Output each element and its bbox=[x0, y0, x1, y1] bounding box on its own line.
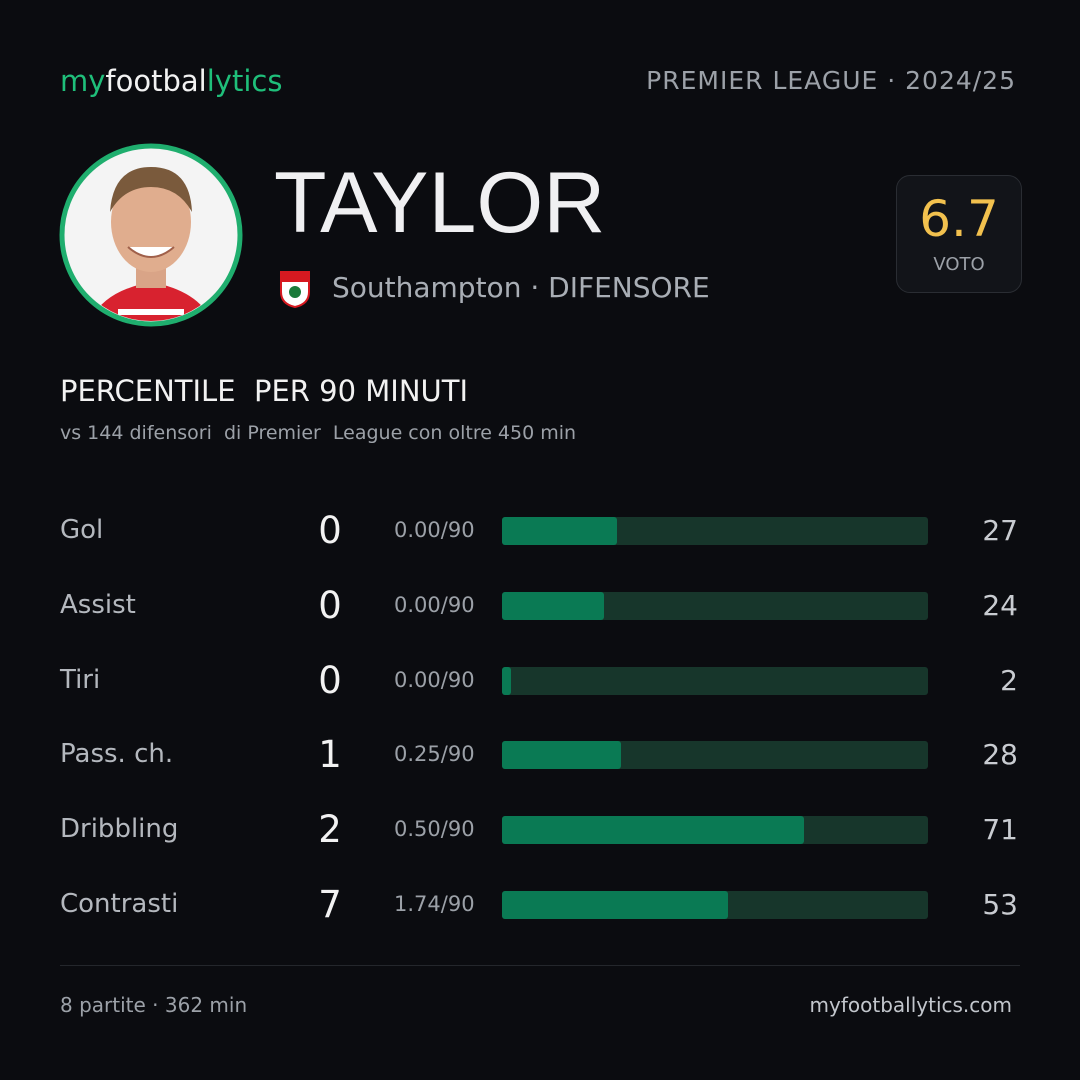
player-name: TAYLOR bbox=[274, 155, 606, 251]
stat-total: 0 bbox=[318, 583, 342, 627]
stat-percentile: 24 bbox=[982, 588, 1018, 622]
stat-label: Dribbling bbox=[60, 814, 179, 845]
stat-label: Assist bbox=[60, 589, 136, 620]
club-line: Southampton · DIFENSORE bbox=[332, 271, 710, 304]
stat-total: 7 bbox=[318, 883, 342, 926]
bar bbox=[502, 666, 511, 695]
stat-total: 0 bbox=[318, 509, 342, 552]
bar bbox=[502, 741, 622, 770]
rating-box: 6.7 VOTO bbox=[896, 175, 1022, 293]
bar bbox=[502, 816, 805, 845]
stat-per90: 1.74/90 bbox=[394, 892, 475, 916]
bar bbox=[502, 591, 605, 620]
league: PREMIER LEAGUE · 2024/25 bbox=[646, 66, 1016, 95]
section-title: PERCENTILE PER 90 MINUTI bbox=[60, 374, 469, 408]
stat-percentile: 27 bbox=[982, 514, 1018, 547]
footer-left: 8 partite · 362 min bbox=[60, 993, 248, 1017]
stat-label: Pass. ch. bbox=[60, 739, 174, 770]
bar bbox=[502, 891, 728, 919]
player-photo bbox=[59, 143, 243, 327]
section-subtitle: vs 144 difensori di Premier League con o… bbox=[60, 422, 577, 444]
stat-percentile: 71 bbox=[982, 813, 1018, 847]
stat-per90: 0.00/90 bbox=[394, 667, 475, 692]
rating: 6.7 bbox=[919, 190, 999, 248]
stat-total: 0 bbox=[318, 658, 342, 702]
stat-total: 2 bbox=[318, 808, 342, 852]
stat-label: Tiri bbox=[60, 664, 101, 695]
stat-per90: 0.50/90 bbox=[394, 817, 475, 842]
stat-per90: 0.00/90 bbox=[394, 518, 475, 542]
stat-label: Contrasti bbox=[60, 889, 179, 919]
stat-per90: 0.25/90 bbox=[394, 742, 475, 767]
rating-label: VOTO bbox=[933, 254, 985, 275]
bar-track bbox=[502, 666, 928, 695]
stat-label: Gol bbox=[60, 515, 104, 545]
brand-part: my bbox=[60, 64, 106, 98]
divider bbox=[60, 965, 1020, 966]
brand-part: lytics bbox=[206, 64, 283, 98]
stat-per90: 0.00/90 bbox=[394, 592, 475, 617]
stat-percentile: 28 bbox=[982, 738, 1018, 772]
brand: myfootballytics bbox=[60, 64, 282, 98]
stat-percentile: 53 bbox=[982, 888, 1018, 921]
stat-total: 1 bbox=[318, 733, 342, 777]
stat-percentile: 2 bbox=[1000, 663, 1018, 697]
bar bbox=[502, 517, 618, 545]
footer-right: myfootballytics.com bbox=[809, 993, 1012, 1017]
club-badge bbox=[280, 271, 310, 308]
brand-part: footbal bbox=[105, 64, 207, 98]
